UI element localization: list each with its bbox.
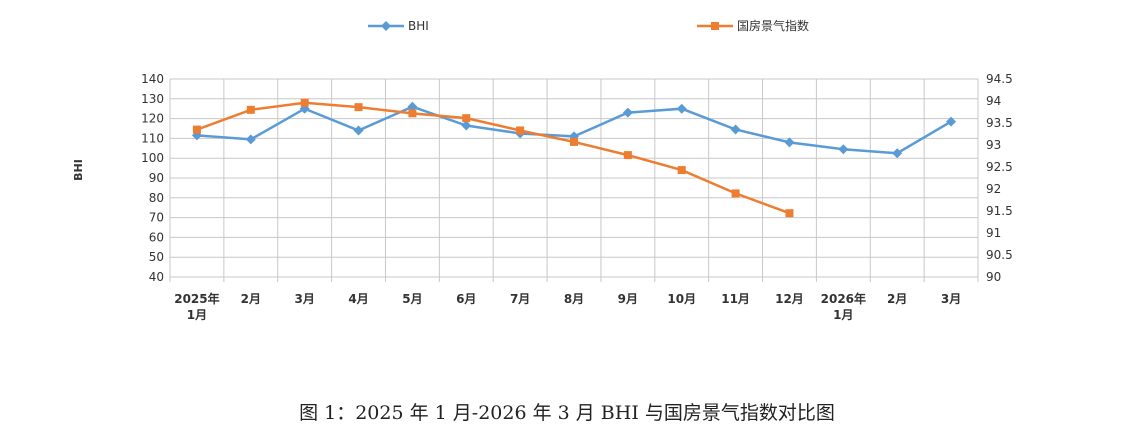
legend-marker-0: [381, 21, 391, 31]
data-point-1: [785, 209, 794, 218]
y-axis-right: 94.5 94 93.5 93 92.5 92 91.5 91 90.5 90: [986, 72, 1013, 284]
x-tick-label: 2月: [241, 292, 261, 306]
data-point-0: [838, 144, 849, 155]
data-point-0: [730, 124, 741, 135]
data-point-1: [246, 105, 255, 114]
x-tick-label: 4月: [348, 292, 368, 306]
data-point-0: [353, 125, 364, 136]
legend-marker-1: [711, 22, 719, 30]
y2-tick-label: 91.5: [986, 204, 1013, 218]
x-tick-label: 7月: [510, 292, 530, 306]
x-tick-label: 3月: [294, 292, 314, 306]
data-point-1: [300, 98, 309, 107]
y-tick-label: 90: [149, 171, 164, 185]
y2-tick-label: 92.5: [986, 160, 1013, 174]
x-tick-label: 1月: [833, 308, 853, 322]
y2-tick-label: 93.5: [986, 116, 1013, 130]
x-tick-label: 5月: [402, 292, 422, 306]
y2-tick-label: 94.5: [986, 72, 1013, 86]
figure-caption: 图 1：2025 年 1 月-2026 年 3 月 BHI 与国房景气指数对比图: [299, 402, 835, 424]
series-line-0: [196, 105, 952, 155]
data-point-0: [676, 103, 687, 114]
x-tick-label: 2月: [887, 292, 907, 306]
y2-tick-label: 94: [986, 94, 1001, 108]
legend: BHI 国房景气指数: [368, 18, 809, 33]
data-point-1: [408, 109, 417, 118]
y-tick-label: 130: [141, 92, 164, 106]
y-axis-left: 140 130 120 110 100 90 80 70 60 50 40: [141, 72, 164, 284]
x-tick-label: 8月: [564, 292, 584, 306]
y2-tick-label: 90.5: [986, 248, 1013, 262]
legend-label-0: BHI: [408, 19, 429, 33]
data-point-1: [462, 114, 471, 123]
data-point-0: [407, 101, 418, 112]
y-axis-label: BHI: [72, 159, 85, 181]
x-tick-label: 11月: [721, 292, 750, 306]
y2-tick-label: 91: [986, 226, 1001, 240]
grid: [169, 78, 979, 282]
data-point-1: [192, 125, 201, 134]
series-layer: [191, 98, 957, 218]
data-point-0: [946, 116, 957, 127]
y-tick-label: 140: [141, 72, 164, 86]
data-point-1: [677, 166, 686, 175]
y2-tick-label: 93: [986, 138, 1001, 152]
x-tick-label: 10月: [667, 292, 696, 306]
data-point-1: [516, 126, 525, 135]
x-tick-label: 3月: [941, 292, 961, 306]
x-tick-label: 2025年: [174, 291, 219, 306]
data-point-0: [892, 148, 903, 159]
y2-tick-label: 92: [986, 182, 1001, 196]
y-tick-label: 100: [141, 151, 164, 165]
y-tick-label: 80: [149, 191, 164, 205]
x-tick-label: 2026年: [821, 291, 866, 306]
legend-label-1: 国房景气指数: [737, 18, 809, 33]
x-tick-label: 12月: [775, 292, 804, 306]
data-point-0: [622, 107, 633, 118]
series-line-1: [196, 101, 790, 215]
x-axis: 2025年 1月 2月 3月 4月 5月 6月 7月 8月 9月 10月 11月 12月 2026年 1月 2…: [174, 291, 961, 322]
data-point-1: [570, 137, 578, 146]
y-tick-label: 70: [149, 211, 164, 225]
data-point-1: [731, 189, 740, 198]
data-point-1: [623, 151, 632, 160]
x-tick-label: 9月: [618, 292, 638, 306]
y2-tick-label: 90: [986, 270, 1001, 284]
y-tick-label: 110: [141, 131, 164, 145]
data-point-0: [784, 137, 795, 148]
data-point-1: [354, 103, 363, 112]
x-tick-label: 1月: [187, 308, 207, 322]
y-tick-label: 40: [149, 270, 164, 284]
y-tick-label: 120: [141, 112, 164, 126]
data-point-0: [245, 134, 256, 145]
data-point-0: [461, 120, 472, 131]
y-tick-label: 50: [149, 250, 164, 264]
y-tick-label: 60: [149, 230, 164, 244]
x-tick-label: 6月: [456, 292, 476, 306]
